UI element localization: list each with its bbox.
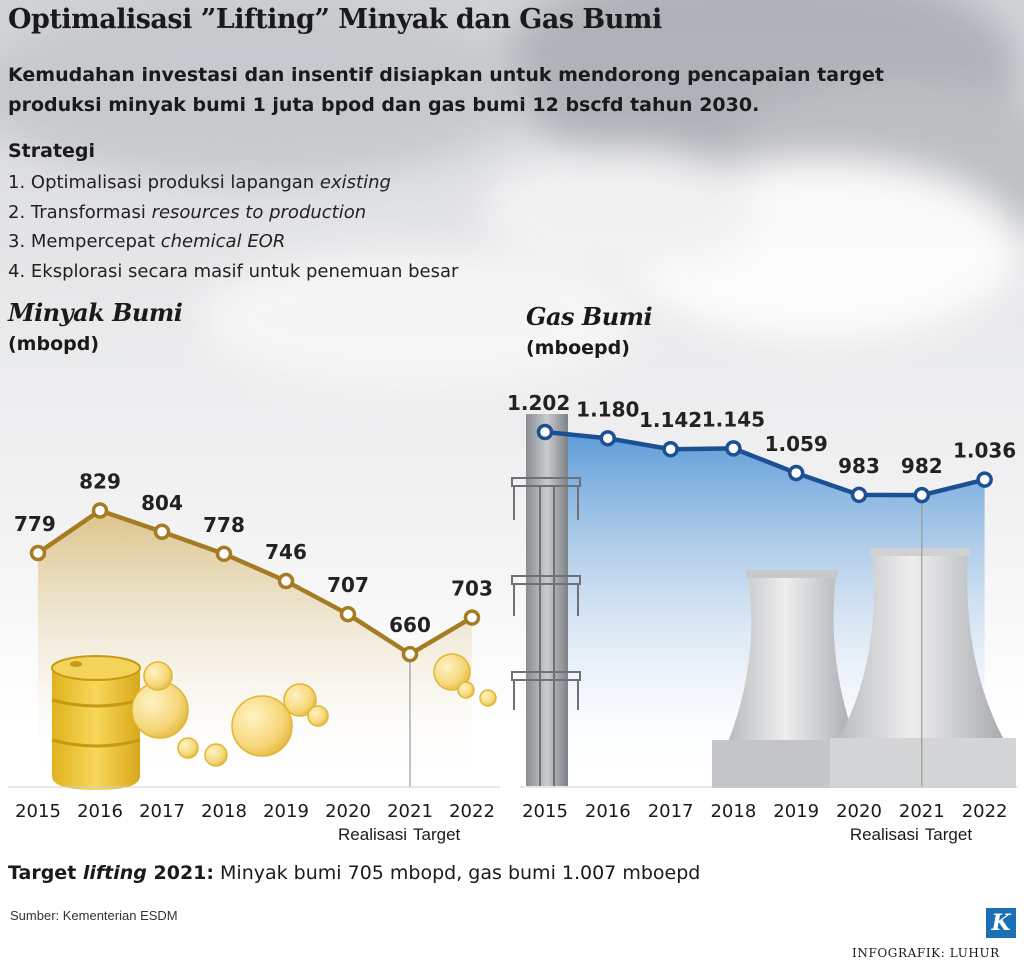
gas-data-point [536,423,554,441]
gas-marks: 1.202 2015 1.180 2016 1.142 2017 1.145 2018 1.05… [507,391,1016,844]
oil-x-tick-label: 2018 [201,801,247,822]
gas-x-tick-label: 2017 [648,801,694,822]
oil-value-label: 703 [451,577,493,601]
gas-x-tick-label: 2015 [522,801,568,822]
gas-x-tick-label: 2021 [899,801,945,822]
gas-chart-unit: (mboepd) [526,337,630,359]
target-lifting-note: Target lifting 2021: Minyak bumi 705 mbo… [8,862,701,884]
gas-data-point [599,430,617,447]
gas-value-label: 1.180 [576,397,639,421]
oil-data-point [339,605,357,623]
strategy-item: 4. Eksplorasi secara masif untuk penemua… [8,260,459,282]
infographic-credit: INFOGRAFIK: LUHUR [852,946,1000,960]
gas-value-label: 1.202 [507,391,570,415]
strategy-item: 1. Optimalisasi produksi lapangan existi… [8,172,391,193]
oil-chart-unit: (mbopd) [8,333,100,355]
gas-target-note: Target [925,825,973,844]
oil-x-tick-label: 2017 [139,801,185,822]
source-note: Sumber: Kementerian ESDM [10,908,178,923]
oil-data-point [91,502,109,519]
gas-data-point [725,440,742,457]
oil-target-note: Target [413,825,461,844]
gas-value-label: 1.059 [765,432,828,456]
gas-x-tick-label: 2018 [710,801,756,822]
gas-value-label: 1.036 [953,439,1016,463]
gas-value-label: 1.142 [639,408,702,432]
gas-stack-illustration [511,414,581,786]
oil-x-tick-label: 2019 [263,801,309,822]
gas-value-label: 983 [838,454,880,478]
oil-value-label: 746 [265,540,307,564]
gas-value-label: 1.145 [702,407,765,431]
oil-x-tick-label: 2022 [449,801,495,822]
oil-bubbles-illustration [131,653,497,767]
gas-data-point [662,440,679,458]
gas-series-line [544,429,986,498]
gas-x-tick-label: 2020 [836,801,882,822]
gas-x-tick-label: 2022 [962,801,1008,822]
oil-value-label: 707 [327,573,369,597]
oil-data-point [463,609,481,626]
oil-data-point [153,523,171,540]
gas-data-point [913,486,931,504]
oil-data-point [277,572,295,590]
oil-value-label: 778 [203,513,245,537]
oil-x-tick-label: 2016 [77,801,123,822]
oil-x-tick-label: 2015 [15,801,61,822]
gas-chart-title: Gas Bumi [526,302,653,331]
gas-data-point [787,464,805,482]
gas-x-tick-label: 2016 [585,801,631,822]
oil-value-label: 660 [389,613,431,637]
oil-barrel-illustration [51,655,141,790]
infographic-title: Optimalisasi ”Lifting” Minyak dan Gas Bu… [8,4,662,35]
strategy-list: 1. Optimalisasi produksi lapangan existi… [8,168,458,286]
oil-series-line [36,508,474,657]
gas-data-point [850,486,868,504]
gas-data-point [976,471,993,488]
oil-value-label: 779 [14,512,56,536]
kompas-logo: K [986,908,1016,938]
oil-x-tick-label: 2020 [325,801,371,822]
oil-data-point [29,544,47,562]
oil-x-tick-label: 2021 [387,801,433,822]
gas-x-tick-label: 2019 [773,801,819,822]
strategy-item: 3. Mempercepat chemical EOR [8,231,286,252]
cooling-towers-illustration [712,548,1016,788]
oil-value-label: 804 [141,491,183,515]
oil-data-point [401,645,419,663]
gas-realisasi-note: Realisasi [850,825,919,844]
oil-data-point [215,545,233,563]
oil-realisasi-note: Realisasi [338,825,407,844]
strategy-item: 2. Transformasi resources to production [8,201,367,223]
strategy-heading: Strategi [8,140,96,162]
oil-marks: 779 2015 829 2016 804 2017 778 2018 746 2019 707 20… [14,470,495,845]
oil-value-label: 829 [79,470,121,494]
oil-chart-title: Minyak Bumi [8,298,183,327]
intro-text: Kemudahan investasi dan insentif disiapk… [8,64,885,116]
gas-value-label: 982 [901,454,943,478]
